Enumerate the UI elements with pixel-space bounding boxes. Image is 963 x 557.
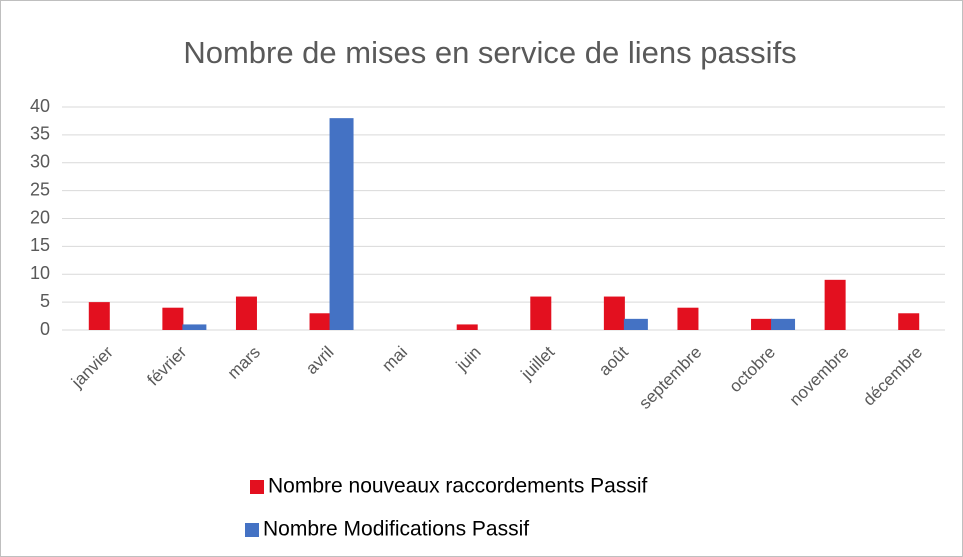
y-tick-label: 15 [30,235,50,255]
bar [623,318,648,330]
bar [751,318,773,330]
y-tick-label: 25 [30,179,50,199]
bar [329,118,354,331]
y-tick-label: 40 [30,96,50,116]
legend-label: Nombre Modifications Passif [263,518,529,541]
bar [898,313,920,330]
bar [456,324,478,330]
y-tick-label: 30 [30,152,50,172]
y-tick-label: 0 [40,319,50,339]
bar [677,307,699,330]
y-tick-label: 20 [30,207,50,227]
bar [309,313,331,330]
bar [530,296,552,330]
bar [771,318,796,330]
y-tick-label: 10 [30,263,50,283]
bar [182,324,207,330]
bar [88,302,110,330]
bar [235,296,257,330]
legend-swatch [245,523,259,537]
y-tick-label: 5 [40,291,50,311]
y-tick-label: 35 [30,124,50,144]
bar [824,279,846,330]
legend-swatch [250,480,264,494]
bar [603,296,625,330]
chart-title: Nombre de mises en service de liens pass… [183,35,796,70]
bar [162,307,184,330]
legend-label: Nombre nouveaux raccordements Passif [268,475,648,498]
